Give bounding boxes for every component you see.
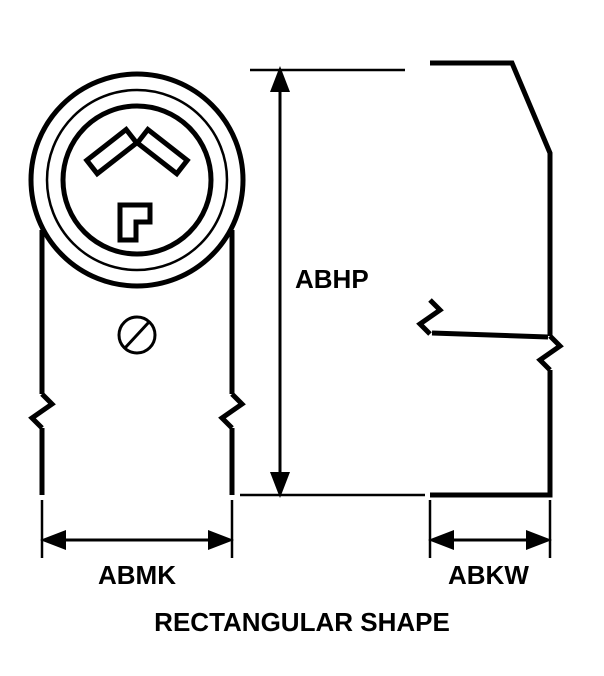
depth-label: ABKW xyxy=(448,560,529,591)
break-mark-right xyxy=(222,394,242,428)
width-label: ABMK xyxy=(98,560,176,591)
side-view xyxy=(420,63,560,495)
diagram-title: RECTANGULAR SHAPE xyxy=(0,607,604,638)
depth-dimension xyxy=(428,500,552,558)
screw-icon xyxy=(119,317,155,353)
front-view xyxy=(31,74,243,495)
break-mark-side-left xyxy=(420,300,440,334)
height-label: ABHP xyxy=(295,264,369,295)
width-dimension xyxy=(40,500,234,558)
break-mark-left xyxy=(32,394,52,428)
break-mark-side-right xyxy=(540,336,560,370)
